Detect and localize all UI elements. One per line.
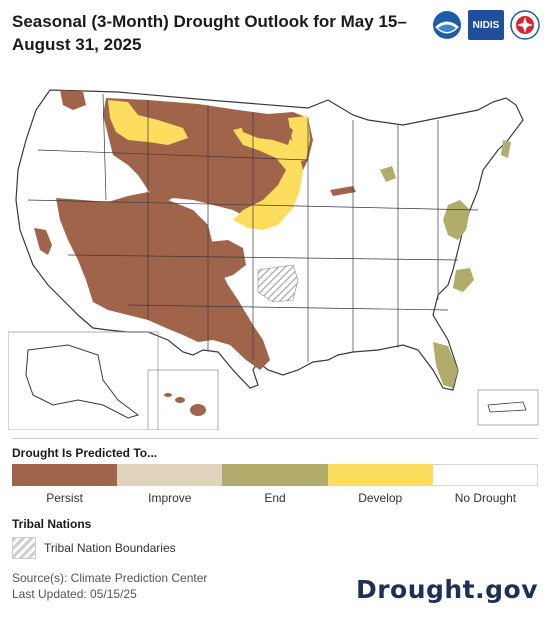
legend-swatch-develop [327, 464, 433, 486]
persist-california [34, 228, 52, 255]
tribal-label: Tribal Nation Boundaries [44, 541, 176, 555]
nidis-logo: NIDIS [468, 10, 504, 40]
source-line: Source(s): Climate Prediction Center [12, 571, 208, 585]
legend-label: Develop [358, 491, 403, 505]
hawaii-inset [147, 369, 219, 430]
end-florida [433, 342, 458, 388]
drought-gov-brand: Drought.gov [355, 575, 538, 604]
persist-southern-plains [148, 240, 246, 280]
legend-swatch-no-drought [432, 464, 539, 486]
last-updated: Last Updated: 05/15/25 [12, 587, 137, 601]
legend-item-develop: Develop [327, 464, 433, 505]
persist-dakotas-core [238, 115, 293, 145]
noaa-logo-icon [433, 11, 461, 39]
tribal-oklahoma-area [257, 264, 299, 303]
tribal-legend: Tribal Nation Boundaries [12, 537, 176, 559]
state-boundaries [27, 93, 479, 362]
persist-midwest [330, 186, 356, 196]
legend-label: End [264, 491, 286, 505]
map-title: Seasonal (3-Month) Drought Outlook for M… [12, 12, 407, 54]
drought-outlook-map [8, 89, 539, 430]
legend-swatch-persist [12, 464, 118, 486]
source-info: Source(s): Climate Prediction Center Las… [12, 570, 207, 602]
persist-pacific-nw [60, 90, 86, 110]
legend-label: Persist [46, 491, 83, 505]
legend-item-end: End [222, 464, 328, 505]
divider [12, 438, 538, 439]
puerto-rico-inset [477, 389, 539, 426]
legend-item-improve: Improve [117, 464, 223, 505]
legend-swatch-improve [117, 464, 223, 486]
nws-logo-icon [510, 10, 540, 40]
end-new-england [501, 140, 511, 158]
alaska-inset [8, 331, 159, 430]
tribal-hatch-swatch [12, 537, 36, 559]
legend-item-no-drought: No Drought [432, 464, 539, 505]
end-carolinas [453, 268, 474, 292]
legend-label: No Drought [454, 491, 517, 505]
legend-item-persist: Persist [12, 464, 118, 505]
legend-swatch-end [222, 464, 328, 486]
legend-title: Drought Is Predicted To... [12, 446, 158, 460]
develop-minnesota [288, 116, 310, 162]
persist-southwest [56, 192, 270, 370]
tribal-title: Tribal Nations [12, 517, 92, 531]
legend: Persist Improve End Develop No Drought [12, 464, 539, 505]
develop-dakotas [233, 125, 303, 230]
agency-logos: NIDIS [432, 10, 540, 40]
end-great-lakes [380, 166, 396, 182]
legend-label: Improve [148, 491, 192, 505]
